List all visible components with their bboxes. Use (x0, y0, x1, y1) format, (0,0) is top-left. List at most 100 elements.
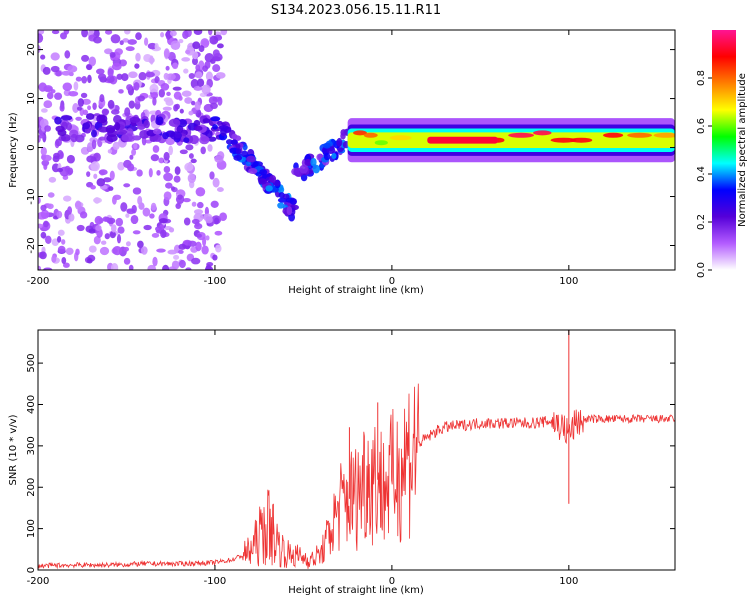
heatmap-cell (117, 226, 125, 234)
heatmap-cell (190, 158, 197, 164)
x-tick-label: -200 (27, 576, 50, 587)
heatmap-cell (192, 41, 201, 50)
heatmap-cell (231, 133, 238, 140)
heatmap-cell (137, 240, 144, 249)
heatmap-cell (214, 217, 220, 225)
heatmap-cell (158, 88, 166, 98)
x-tick-label: -100 (204, 276, 227, 287)
heatmap-cell (86, 155, 95, 163)
heatmap-cell (122, 38, 130, 43)
heatmap-cell (131, 148, 137, 156)
heatmap-cell (40, 54, 46, 60)
heatmap-cell (134, 63, 140, 69)
heatmap-cell (66, 154, 75, 164)
heatmap-cell (195, 187, 206, 197)
heatmap-cell (310, 157, 317, 167)
heatmap-cell (165, 30, 171, 41)
heatmap-cell (193, 30, 203, 35)
heatmap-cell (165, 182, 173, 189)
y-tick-label: 400 (26, 395, 37, 414)
heatmap-cell (277, 202, 285, 209)
x-tick-label: 0 (389, 576, 395, 587)
heatmap-cell (72, 103, 79, 113)
heatmap-cell (81, 30, 89, 38)
heatmap-cell (99, 246, 110, 256)
y-tick-label: 0 (26, 567, 37, 573)
heatmap-cell (168, 145, 174, 156)
heatmap-cell (133, 142, 138, 150)
heatmap-cell (173, 104, 179, 112)
heatmap-cell (194, 223, 203, 230)
heatmap-cell (182, 30, 189, 39)
heatmap-cell (81, 76, 88, 84)
heatmap-cell (269, 175, 277, 183)
heatmap-cell (40, 204, 47, 212)
heatmap-cell (38, 133, 45, 139)
heatmap-cell (121, 133, 134, 142)
heatmap-cell (172, 86, 182, 91)
heatmap-cell (550, 137, 577, 143)
x-tick-label: 0 (389, 276, 395, 287)
heatmap-cell (93, 173, 98, 179)
heatmap-cell (192, 51, 199, 60)
heatmap-cell (92, 102, 97, 110)
heatmap-cell (41, 108, 48, 113)
heatmap-cell (220, 30, 228, 36)
heatmap-cell (205, 71, 213, 81)
heatmap-cell (570, 137, 593, 143)
heatmap-cell (47, 203, 54, 210)
snr-panel: -200 -100 0 100 0 100 200 300 400 500 Height of … (8, 329, 676, 596)
heatmap-cell (115, 129, 128, 135)
heatmap-cell (363, 132, 378, 138)
heatmap-cell (235, 148, 242, 155)
heatmap-cell (163, 48, 170, 59)
heatmap-cell (50, 89, 56, 94)
heatmap-cell (163, 172, 173, 182)
heatmap-cell (60, 115, 73, 121)
heatmap-cell (158, 157, 165, 164)
heatmap-cell (147, 264, 156, 270)
heatmap-cell (94, 215, 103, 225)
y-tick-label: 100 (26, 519, 37, 538)
heatmap-cell (183, 217, 191, 226)
heatmap-cell (110, 109, 120, 115)
heatmap-cell (148, 168, 153, 178)
heatmap-cell (286, 206, 293, 216)
heatmap-cell (143, 119, 150, 129)
heatmap-cell (299, 164, 308, 174)
heatmap-cell (101, 108, 110, 116)
heatmap-cell (44, 125, 51, 132)
heatmap-cell (111, 224, 117, 233)
heatmap-cell (193, 85, 203, 91)
heatmap-cell (248, 168, 258, 174)
heatmap-cell (216, 187, 224, 193)
snr-x-ticks: -200 -100 0 100 (27, 330, 578, 587)
heatmap-cell (215, 72, 226, 79)
heatmap-cell (125, 241, 131, 247)
heatmap-cell (202, 65, 208, 72)
heatmap-cell (158, 218, 168, 224)
heatmap-cell (149, 213, 155, 219)
heatmap-cell (107, 68, 114, 78)
heatmap-cell (43, 100, 53, 109)
heatmap-cell (109, 230, 116, 239)
snr-frame (37, 329, 676, 571)
heatmap-cell (43, 220, 49, 228)
heatmap-cell (212, 124, 218, 130)
colorbar-bar (712, 30, 736, 270)
heatmap-cell (508, 132, 535, 138)
heatmap-cell (166, 91, 171, 97)
heatmap-cell (123, 246, 130, 252)
heatmap-cell (167, 51, 176, 61)
heatmap-cell (216, 43, 224, 49)
heatmap-cell (50, 52, 60, 61)
heatmap-cell (88, 245, 97, 253)
heatmap-cell (62, 262, 70, 268)
heatmap-cell (87, 105, 92, 111)
heatmap-cell (178, 95, 183, 101)
heatmap-cell (104, 233, 110, 240)
heatmap-cell (331, 153, 337, 159)
heatmap-cell (99, 94, 105, 103)
heatmap-cell (109, 51, 116, 58)
heatmap-cell (79, 211, 88, 219)
